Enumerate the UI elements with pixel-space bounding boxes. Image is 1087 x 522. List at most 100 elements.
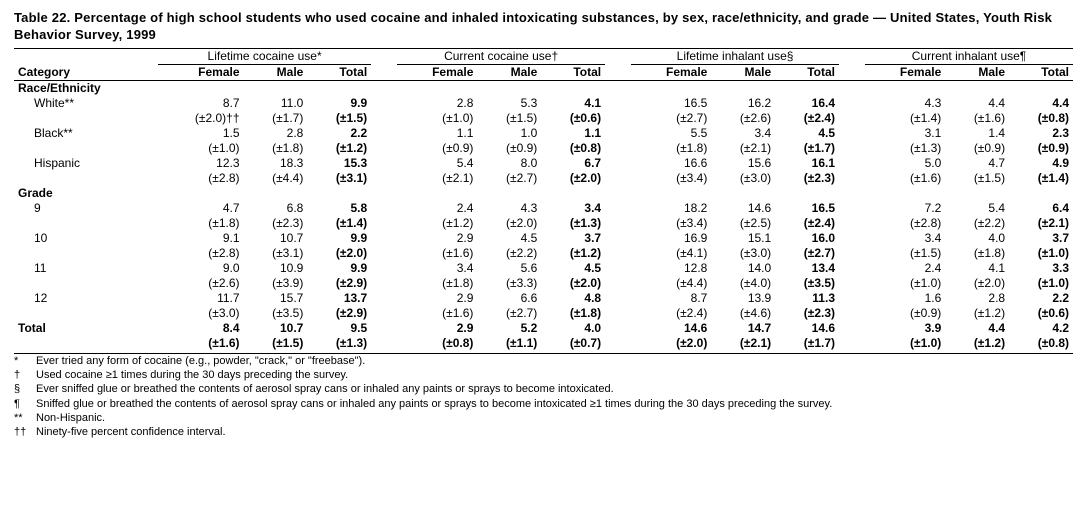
cell: (±1.8) — [397, 276, 477, 291]
table-row: 94.76.85.82.44.33.418.214.616.57.25.46.4 — [14, 201, 1073, 216]
cell: 16.9 — [631, 231, 711, 246]
footnote-text: Non-Hispanic. — [36, 411, 105, 425]
row-label — [14, 216, 158, 231]
cell: (±1.6) — [397, 246, 477, 261]
cell: (±2.0) — [631, 336, 711, 351]
cell: (±2.8) — [865, 216, 945, 231]
cell: 3.4 — [711, 126, 775, 141]
cell: 16.0 — [775, 231, 839, 246]
cell: 18.2 — [631, 201, 711, 216]
cell: (±2.9) — [307, 306, 371, 321]
row-label: Race/Ethnicity — [14, 80, 158, 96]
cell: 4.3 — [865, 96, 945, 111]
cell: 4.4 — [945, 96, 1009, 111]
cell: 6.4 — [1009, 201, 1073, 216]
footnote: §Ever sniffed glue or breathed the conte… — [14, 382, 1073, 396]
cell: 3.4 — [541, 201, 605, 216]
cell — [631, 80, 711, 96]
cell: 1.4 — [945, 126, 1009, 141]
cell: 2.4 — [865, 261, 945, 276]
row-label — [14, 246, 158, 261]
cell: (±0.9) — [945, 141, 1009, 156]
cell: 9.9 — [307, 96, 371, 111]
cell: 8.4 — [158, 321, 244, 336]
cell: 14.6 — [775, 321, 839, 336]
table-row: Black**1.52.82.21.11.01.15.53.44.53.11.4… — [14, 126, 1073, 141]
cell: (±1.6) — [945, 111, 1009, 126]
cell: (±2.4) — [775, 216, 839, 231]
cell: 1.5 — [158, 126, 244, 141]
cell: 4.1 — [541, 96, 605, 111]
cell: (±2.3) — [775, 171, 839, 186]
group-header: Lifetime inhalant use§ — [631, 48, 839, 64]
footnote: ††Ninety-five percent confidence interva… — [14, 425, 1073, 439]
cell: (±4.6) — [711, 306, 775, 321]
cell: 2.2 — [307, 126, 371, 141]
cell: 6.6 — [477, 291, 541, 306]
cell: 11.7 — [158, 291, 244, 306]
cell: 16.5 — [631, 96, 711, 111]
cell: 4.7 — [945, 156, 1009, 171]
table-row: (±2.6)(±3.9)(±2.9)(±1.8)(±3.3)(±2.0)(±4.… — [14, 276, 1073, 291]
cell: (±0.8) — [1009, 111, 1073, 126]
cell: 9.5 — [307, 321, 371, 336]
row-label: White** — [14, 96, 158, 111]
cell: (±3.5) — [775, 276, 839, 291]
cell: 12.8 — [631, 261, 711, 276]
cell: (±2.0) — [945, 276, 1009, 291]
cell: (±0.9) — [397, 141, 477, 156]
cell: (±2.7) — [775, 246, 839, 261]
cell: (±1.0) — [397, 111, 477, 126]
cell: (±1.3) — [865, 141, 945, 156]
cell: 3.7 — [1009, 231, 1073, 246]
col-header: Male — [711, 64, 775, 80]
cell: 4.5 — [775, 126, 839, 141]
cell: (±1.5) — [307, 111, 371, 126]
cell: (±1.6) — [397, 306, 477, 321]
cell — [397, 80, 477, 96]
group-header: Lifetime cocaine use* — [158, 48, 371, 64]
col-header: Female — [631, 64, 711, 80]
cell: (±2.0) — [477, 216, 541, 231]
row-label — [14, 276, 158, 291]
table-row: (±1.0)(±1.8)(±1.2)(±0.9)(±0.9)(±0.8)(±1.… — [14, 141, 1073, 156]
cell: 15.3 — [307, 156, 371, 171]
cell: (±4.4) — [244, 171, 308, 186]
row-label: Hispanic — [14, 156, 158, 171]
footnote: *Ever tried any form of cocaine (e.g., p… — [14, 354, 1073, 368]
table-row: Total8.410.79.52.95.24.014.614.714.63.94… — [14, 321, 1073, 336]
cell: (±0.7) — [541, 336, 605, 351]
cell: (±2.6) — [158, 276, 244, 291]
cell: (±2.7) — [477, 306, 541, 321]
cell: (±2.0) — [541, 276, 605, 291]
col-header: Total — [541, 64, 605, 80]
footnote: †Used cocaine ≥1 times during the 30 day… — [14, 368, 1073, 382]
cell: (±0.9) — [865, 306, 945, 321]
cell: (±2.6) — [711, 111, 775, 126]
cell: (±3.4) — [631, 216, 711, 231]
cell: (±1.0) — [1009, 246, 1073, 261]
col-header: Male — [945, 64, 1009, 80]
cell: (±2.7) — [477, 171, 541, 186]
cell: 12.3 — [158, 156, 244, 171]
cell: 1.0 — [477, 126, 541, 141]
cell: (±1.0) — [1009, 276, 1073, 291]
group-header: Current inhalant use¶ — [865, 48, 1073, 64]
row-label — [14, 306, 158, 321]
cell — [865, 80, 945, 96]
cell: (±2.0) — [307, 246, 371, 261]
row-label: 9 — [14, 201, 158, 216]
cell — [541, 80, 605, 96]
cell: 3.3 — [1009, 261, 1073, 276]
cell: 15.1 — [711, 231, 775, 246]
cell: 9.9 — [307, 261, 371, 276]
cell: 10.9 — [244, 261, 308, 276]
cell: (±1.5) — [477, 111, 541, 126]
cell — [865, 186, 945, 201]
table-row: Grade — [14, 186, 1073, 201]
cell: (±2.1) — [711, 141, 775, 156]
cell: 5.4 — [945, 201, 1009, 216]
cell: 2.9 — [397, 291, 477, 306]
cell: 10.7 — [244, 321, 308, 336]
cell — [775, 80, 839, 96]
